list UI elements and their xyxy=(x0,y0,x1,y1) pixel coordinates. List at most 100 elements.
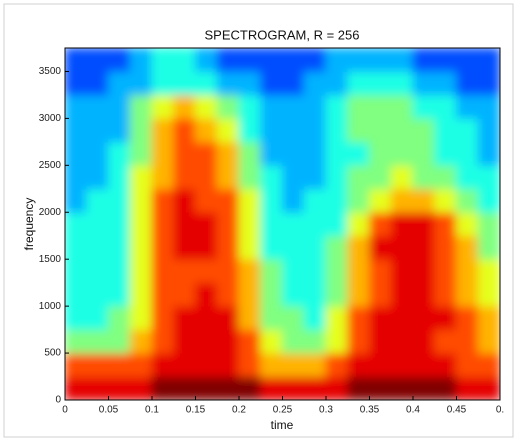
heatmap-cell xyxy=(216,117,240,143)
heatmap-cell xyxy=(369,94,392,119)
heatmap-cell xyxy=(477,70,500,96)
heatmap-cell xyxy=(369,188,392,213)
heatmap-cell xyxy=(238,70,262,96)
heatmap-cell xyxy=(412,329,436,354)
heatmap-cell xyxy=(129,235,153,260)
heatmap-cell xyxy=(434,235,457,260)
y-axis-label: frequency xyxy=(22,198,36,251)
heatmap-cell xyxy=(216,70,240,96)
heatmap-cell xyxy=(173,48,196,72)
heatmap-cell xyxy=(369,352,392,378)
heatmap-cell xyxy=(303,117,327,143)
heatmap-cell xyxy=(151,305,175,331)
heatmap-cell xyxy=(129,376,153,400)
heatmap-cell xyxy=(216,329,240,354)
heatmap-cell xyxy=(86,329,109,354)
heatmap-cell xyxy=(347,164,370,190)
heatmap-cell xyxy=(477,117,500,143)
heatmap-cell xyxy=(260,376,283,400)
heatmap-cell xyxy=(412,188,436,213)
heatmap-cell xyxy=(303,188,327,213)
heatmap-cell xyxy=(369,48,392,72)
heatmap-cell xyxy=(477,164,500,190)
heatmap-cell xyxy=(65,94,88,119)
heatmap-cell xyxy=(303,70,327,96)
heatmap-cell xyxy=(129,188,153,213)
heatmap-cell xyxy=(238,94,262,119)
heatmap-cell xyxy=(238,352,262,378)
heatmap-cell xyxy=(129,164,153,190)
heatmap-cell xyxy=(151,94,175,119)
heatmap-cell xyxy=(173,235,196,260)
heatmap-cell xyxy=(456,94,479,119)
y-tick-label: 1500 xyxy=(39,254,62,265)
heatmap-cell xyxy=(260,70,283,96)
heatmap-cell xyxy=(325,376,349,400)
heatmap-cell xyxy=(108,258,131,284)
heatmap-cell xyxy=(108,211,131,237)
heatmap-cell xyxy=(347,211,370,237)
heatmap-cell xyxy=(325,305,349,331)
heatmap-cell xyxy=(282,94,305,119)
heatmap-cell xyxy=(390,94,414,119)
heatmap-cell xyxy=(216,211,240,237)
heatmap-cell xyxy=(412,70,436,96)
heatmap-cell xyxy=(369,164,392,190)
heatmap-cell xyxy=(347,235,370,260)
heatmap-cell xyxy=(238,188,262,213)
heatmap-cell xyxy=(282,141,305,166)
heatmap-cell xyxy=(303,141,327,166)
x-tick-label: 0.35 xyxy=(360,405,380,416)
heatmap-cell xyxy=(173,70,196,96)
heatmap-cell xyxy=(282,117,305,143)
heatmap-cell xyxy=(434,211,457,237)
heatmap-cell xyxy=(369,141,392,166)
heatmap-cell xyxy=(477,376,500,400)
heatmap-cell xyxy=(456,141,479,166)
heatmap-cell xyxy=(390,117,414,143)
heatmap-cell xyxy=(216,164,240,190)
heatmap-cell xyxy=(303,211,327,237)
heatmap-cell xyxy=(151,188,175,213)
heatmap-cell xyxy=(238,282,262,307)
heatmap-cell xyxy=(477,188,500,213)
heatmap-cell xyxy=(65,235,88,260)
heatmap-cell xyxy=(86,117,109,143)
heatmap-cell xyxy=(412,211,436,237)
heatmap-cell xyxy=(86,235,109,260)
heatmap-cell xyxy=(303,164,327,190)
heatmap-cell xyxy=(65,188,88,213)
heatmap-cell xyxy=(390,48,414,72)
heatmap-cell xyxy=(456,117,479,143)
heatmap-cell xyxy=(390,258,414,284)
heatmap-cell xyxy=(347,48,370,72)
x-tick-label: 0.2 xyxy=(232,405,246,416)
heatmap-cell xyxy=(412,376,436,400)
heatmap-cell xyxy=(325,70,349,96)
heatmap-cell xyxy=(108,305,131,331)
x-tick-label: 0.3 xyxy=(319,405,333,416)
heatmap-cell xyxy=(434,329,457,354)
heatmap-cell xyxy=(477,282,500,307)
heatmap-cell xyxy=(195,164,218,190)
heatmap-cell xyxy=(434,94,457,119)
heatmap-cell xyxy=(151,211,175,237)
heatmap-cell xyxy=(65,141,88,166)
heatmap-cell xyxy=(347,329,370,354)
heatmap-cell xyxy=(390,282,414,307)
heatmap-cell xyxy=(238,164,262,190)
heatmap-cell xyxy=(282,305,305,331)
heatmap-cell xyxy=(456,70,479,96)
heatmap-cell xyxy=(325,141,349,166)
heatmap-cell xyxy=(65,258,88,284)
heatmap-cell xyxy=(108,188,131,213)
heatmap-cell xyxy=(129,211,153,237)
heatmap-cell xyxy=(369,329,392,354)
heatmap-cell xyxy=(65,376,88,400)
heatmap-cell xyxy=(129,329,153,354)
heatmap-cell xyxy=(347,117,370,143)
heatmap-cell xyxy=(108,282,131,307)
x-tick-label: 0.45 xyxy=(447,405,467,416)
heatmap-cell xyxy=(151,352,175,378)
y-tick-label: 2000 xyxy=(39,207,62,218)
